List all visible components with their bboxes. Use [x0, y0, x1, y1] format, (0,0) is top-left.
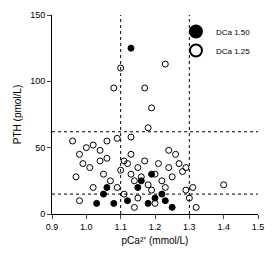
svg-text:1.5: 1.5 [252, 222, 265, 232]
svg-text:1.3: 1.3 [183, 222, 196, 232]
svg-text:PTH (pmol/L): PTH (pmol/L) [12, 85, 23, 144]
svg-text:50: 50 [35, 143, 45, 153]
svg-text:pCa²⁺ (mmol/L): pCa²⁺ (mmol/L) [122, 235, 189, 246]
svg-text:DCa 1.25: DCa 1.25 [216, 47, 250, 56]
svg-text:150: 150 [30, 10, 45, 20]
svg-text:1.4: 1.4 [217, 222, 230, 232]
svg-text:0: 0 [40, 209, 45, 219]
svg-text:1.1: 1.1 [114, 222, 127, 232]
svg-text:1.2: 1.2 [149, 222, 162, 232]
svg-text:1.0: 1.0 [80, 222, 93, 232]
svg-text:0.9: 0.9 [46, 222, 59, 232]
svg-text:100: 100 [30, 76, 45, 86]
svg-text:DCa 1.50: DCa 1.50 [216, 28, 250, 37]
